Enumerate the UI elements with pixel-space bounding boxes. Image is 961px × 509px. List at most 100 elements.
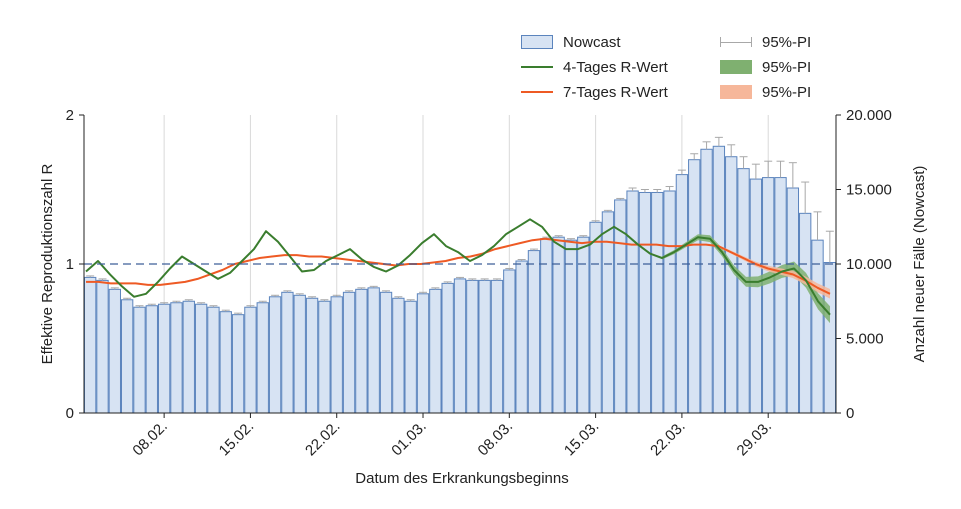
error-bar-49: [690, 153, 699, 160]
error-bar-0: [86, 275, 95, 278]
legend-label-nowcast: Nowcast: [563, 33, 621, 51]
error-bar-46: [653, 189, 662, 193]
legend-label-pi-r4: 95%-PI: [762, 58, 812, 76]
error-bar-40: [579, 235, 588, 238]
nowcast-bar-8: [182, 300, 195, 414]
error-bar-60: [825, 230, 834, 263]
nowcast-bar-32: [478, 279, 491, 414]
error-bar-27: [419, 291, 428, 294]
x-tick-label-4: 08.03.: [475, 418, 517, 460]
error-bar-7: [172, 300, 181, 303]
legend-item-nowcast: Nowcast: [521, 32, 621, 52]
r7-swatch: [521, 91, 553, 93]
error-bar-54: [751, 163, 760, 180]
error-bar-57: [788, 162, 797, 189]
x-tick-label-5: 15.03.: [561, 418, 603, 460]
error-bar-56: [776, 160, 785, 178]
x-tick-label-0: 08.02.: [129, 418, 171, 460]
nowcast-bar-25: [392, 297, 405, 414]
nowcast-bar-26: [404, 300, 417, 414]
nowcast-bar-1: [96, 279, 109, 414]
error-bar-11: [221, 309, 230, 312]
nowcast-bar-44: [626, 190, 639, 414]
left-tick-label-0: 0: [66, 405, 74, 422]
nowcast-bar-36: [527, 250, 541, 414]
legend-label-r4: 4-Tages R-Wert: [563, 58, 668, 76]
pi-bands: [662, 234, 830, 324]
x-tick-label-6: 22.03.: [647, 418, 689, 460]
right-tick-label-0: 0: [846, 405, 854, 422]
nowcast-bar-54: [749, 178, 763, 414]
nowcast-bar-23: [367, 287, 380, 414]
error-bar-18: [308, 296, 317, 299]
error-bar-34: [505, 267, 514, 270]
pi-band-r4: [662, 234, 830, 324]
error-bar-50: [702, 141, 711, 150]
right-tick-label-4: 20.000: [846, 107, 892, 124]
error-bar-48: [677, 169, 686, 175]
nowcast-bar-59: [811, 239, 824, 414]
nowcast-bar-37: [540, 238, 553, 414]
nowcast-bar-13: [244, 306, 257, 414]
nowcast-bar-33: [490, 279, 504, 414]
error-bar-26: [406, 299, 415, 302]
nowcast-bar-10: [207, 306, 220, 414]
error-bar-24: [382, 290, 391, 293]
nowcast-bar-21: [342, 291, 356, 414]
x-tick-label-7: 29.03.: [734, 418, 776, 460]
nowcast-bar-12: [231, 314, 245, 414]
nowcast-bar-55: [762, 177, 775, 414]
nowcast-bar-18: [305, 297, 319, 414]
error-bar-28: [431, 287, 440, 290]
error-bar-32: [480, 278, 489, 281]
nowcast-bar-49: [688, 159, 701, 414]
error-bar-53: [739, 156, 748, 169]
nowcast-bar-19: [318, 300, 331, 414]
legend-item-pi-r4: 95%-PI: [720, 57, 811, 77]
nowcast-bar-31: [466, 279, 479, 414]
right-tick-label-3: 15.000: [846, 182, 892, 199]
x-tick-label-3: 01.03.: [388, 418, 430, 460]
error-bar-1: [98, 278, 107, 281]
nowcast-bar-34: [503, 269, 516, 414]
nowcast-bar-15: [268, 296, 282, 414]
error-bar-22: [357, 287, 366, 290]
error-bar-10: [209, 305, 218, 308]
pi-green-swatch: [720, 60, 752, 74]
error-bar-29: [443, 281, 452, 284]
nowcast-bar-50: [700, 148, 713, 414]
error-bar-21: [345, 290, 354, 293]
pi-orange-swatch: [720, 85, 752, 99]
nowcast-swatch: [521, 35, 553, 49]
nowcast-bar-17: [293, 294, 306, 414]
error-bar-44: [628, 187, 637, 191]
error-bar-59: [813, 211, 822, 241]
error-bar-47: [665, 186, 674, 191]
error-bar-39: [566, 238, 575, 241]
nowcast-bar-58: [799, 212, 812, 414]
error-bar-12: [234, 312, 243, 315]
line-r4: [85, 218, 831, 316]
error-bar-41: [591, 220, 600, 223]
error-bar-55: [764, 160, 773, 178]
nowcast-bar-11: [219, 311, 232, 414]
x-axis-label: Datum des Erkrankungsbeginns: [355, 470, 568, 487]
nowcast-bar-43: [614, 199, 627, 414]
nowcast-bar-45: [638, 191, 652, 414]
error-bar-16: [283, 290, 292, 293]
nowcast-bar-41: [589, 221, 602, 414]
nowcast-bar-22: [355, 288, 368, 414]
x-tick-label-1: 15.02.: [216, 418, 258, 460]
error-bar-3: [123, 297, 132, 300]
legend-item-pi-nowcast: 95%-PI: [720, 32, 811, 52]
left-tick-label-2: 2: [66, 107, 74, 124]
error-bar-13: [246, 305, 255, 308]
nowcast-bar-6: [157, 303, 171, 414]
legend-label-pi-r7: 95%-PI: [762, 83, 812, 101]
error-bar-6: [160, 302, 169, 305]
y-axis-right-label: Anzahl neuer Fälle (Nowcast): [911, 166, 928, 363]
error-bar-36: [529, 248, 538, 251]
nowcast-bar-39: [564, 239, 578, 414]
error-bar-25: [394, 296, 403, 299]
